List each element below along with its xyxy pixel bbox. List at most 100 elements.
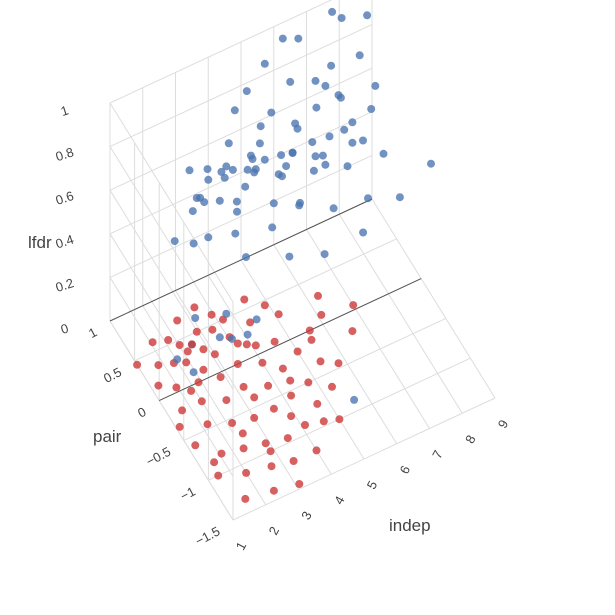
floor-grid-line	[240, 259, 365, 460]
data-point	[251, 341, 260, 350]
data-point	[173, 316, 182, 325]
data-point	[173, 355, 182, 364]
data-point	[319, 417, 328, 426]
data-point	[188, 207, 197, 216]
data-point	[363, 11, 372, 20]
data-point	[318, 151, 327, 160]
floor-grid-line	[232, 397, 496, 521]
zero-line	[158, 278, 422, 402]
x-tick-label: 4	[331, 493, 348, 506]
floor-grid-line	[207, 274, 332, 475]
wall-grid-line	[109, 154, 373, 278]
data-point	[190, 303, 199, 312]
data-point	[208, 325, 217, 334]
data-point	[246, 151, 255, 160]
data-point	[379, 149, 388, 158]
data-point	[270, 337, 279, 346]
data-point	[343, 162, 352, 171]
data-point	[309, 166, 318, 175]
z-tick-label: 0.4	[54, 232, 76, 252]
data-point	[335, 415, 344, 424]
data-point	[269, 199, 278, 208]
data-point	[230, 106, 239, 115]
data-point	[204, 233, 213, 242]
data-point	[274, 310, 283, 319]
data-point	[334, 359, 343, 368]
wall-grid-line	[109, 320, 234, 521]
data-point	[266, 447, 275, 456]
data-point	[314, 291, 322, 300]
data-point	[349, 301, 358, 310]
data-point	[215, 196, 224, 205]
data-point	[217, 167, 226, 176]
data-point	[231, 229, 240, 238]
data-point	[320, 250, 329, 259]
x-tick-label: 7	[429, 448, 446, 461]
data-point	[210, 350, 219, 359]
wall-grid-line	[109, 102, 234, 303]
wall-grid-line	[109, 0, 333, 104]
data-point	[217, 449, 226, 458]
data-point	[321, 81, 330, 90]
data-point	[277, 151, 286, 160]
data-point	[197, 397, 206, 406]
data-point	[214, 471, 223, 480]
data-point	[293, 347, 302, 356]
data-point	[215, 333, 224, 342]
data-point	[250, 413, 259, 422]
data-point	[191, 441, 200, 450]
data-point	[239, 382, 248, 391]
data-point	[241, 494, 250, 503]
data-point	[164, 336, 173, 344]
data-point	[228, 165, 237, 174]
data-point	[316, 357, 325, 366]
data-point	[219, 315, 227, 324]
wall-grid-line	[109, 277, 234, 477]
data-point	[191, 314, 200, 322]
data-point	[172, 383, 181, 392]
y-tick-label: −0.5	[143, 444, 173, 469]
data-point	[243, 165, 252, 174]
y-tick-label: 1	[86, 324, 99, 341]
data-point	[154, 361, 163, 370]
data-point	[233, 339, 242, 348]
data-point	[183, 347, 192, 356]
data-point	[232, 197, 241, 206]
data-point	[329, 204, 338, 213]
data-point	[328, 7, 337, 16]
data-point	[317, 310, 326, 319]
floor-grid-line	[306, 229, 430, 429]
data-point	[286, 376, 295, 385]
data-point	[348, 138, 357, 147]
data-point	[260, 59, 269, 68]
data-point	[348, 327, 357, 336]
data-point	[170, 237, 179, 246]
data-point	[304, 378, 313, 387]
data-point	[228, 419, 237, 427]
data-point	[327, 61, 336, 70]
wall-grid-line	[109, 111, 373, 235]
data-point	[233, 207, 241, 216]
data-point	[199, 365, 208, 374]
data-point	[243, 330, 252, 339]
floor-grid-line	[134, 238, 397, 362]
data-point	[325, 132, 334, 141]
data-point	[348, 118, 357, 127]
data-point	[242, 468, 251, 477]
floor-edge-line	[109, 198, 373, 322]
data-point	[154, 381, 163, 390]
wall-grid-line	[109, 24, 373, 148]
x-tick-label: 2	[266, 524, 283, 537]
data-point	[216, 373, 225, 382]
z-tick-label: 0.2	[54, 275, 76, 295]
data-point	[367, 105, 376, 113]
data-point	[278, 172, 286, 181]
data-point	[295, 480, 304, 488]
data-point	[283, 434, 292, 443]
data-point	[242, 253, 250, 262]
data-point	[311, 152, 320, 161]
x-tick-label: 8	[462, 432, 479, 445]
data-point	[291, 119, 300, 128]
data-point	[228, 334, 236, 343]
